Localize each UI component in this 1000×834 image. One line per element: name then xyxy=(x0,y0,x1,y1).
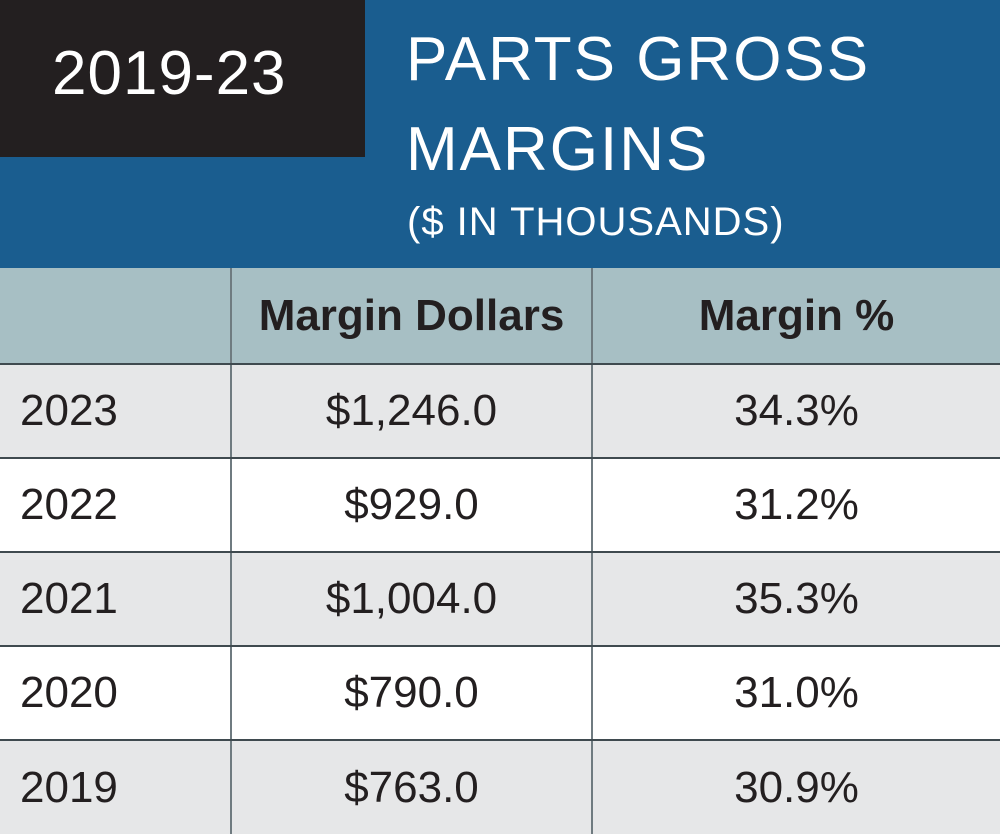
margin-dollars-cell: $1,004.0 xyxy=(231,552,593,647)
margins-table: Margin Dollars Margin % 2023 $1,246.0 34… xyxy=(0,268,1000,834)
table-header-row: Margin Dollars Margin % xyxy=(0,268,1000,365)
column-header-year xyxy=(0,268,232,365)
year-range-label: 2019-23 xyxy=(52,39,287,108)
margin-percent-cell: 35.3% xyxy=(592,552,1000,647)
chart-subtitle: ($ IN THOUSANDS) xyxy=(407,200,785,244)
column-header-margin-percent: Margin % xyxy=(592,268,1000,365)
year-cell: 2021 xyxy=(0,552,232,647)
table-row: 2022 $929.0 31.2% xyxy=(0,458,1000,553)
margin-percent-cell: 31.2% xyxy=(592,458,1000,553)
table-row: 2019 $763.0 30.9% xyxy=(0,740,1000,834)
year-cell: 2019 xyxy=(0,740,232,834)
table-row: 2020 $790.0 31.0% xyxy=(0,646,1000,741)
chart-title-line-2: MARGINS xyxy=(406,115,710,184)
column-header-margin-dollars: Margin Dollars xyxy=(231,268,593,365)
margin-percent-cell: 31.0% xyxy=(592,646,1000,741)
margin-percent-cell: 34.3% xyxy=(592,364,1000,459)
chart-title-line-1: PARTS GROSS xyxy=(406,25,871,94)
margin-dollars-cell: $929.0 xyxy=(231,458,593,553)
margin-percent-cell: 30.9% xyxy=(734,762,859,812)
year-cell: 2023 xyxy=(0,364,232,459)
margin-dollars-cell: $1,246.0 xyxy=(231,364,593,459)
year-cell: 2020 xyxy=(0,646,232,741)
year-range-badge: 2019-23 xyxy=(0,0,365,157)
table-row: 2023 $1,246.0 34.3% xyxy=(0,364,1000,459)
margin-dollars-cell: $763.0 xyxy=(231,740,593,834)
header-banner: 2019-23 PARTS GROSS MARGINS ($ IN THOUSA… xyxy=(0,0,1000,268)
table-row: 2021 $1,004.0 35.3% xyxy=(0,552,1000,647)
margin-dollars-cell: $790.0 xyxy=(231,646,593,741)
year-cell: 2022 xyxy=(0,458,232,553)
